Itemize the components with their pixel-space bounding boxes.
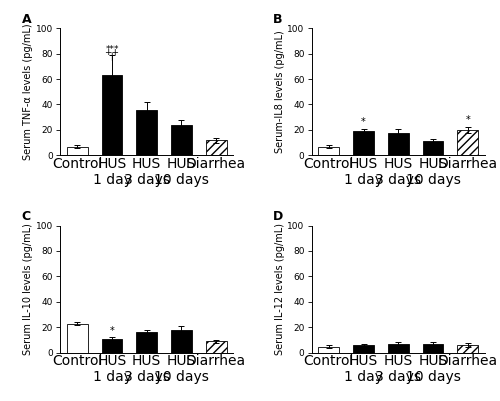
- Y-axis label: Serum IL-10 levels (pg/mL): Serum IL-10 levels (pg/mL): [23, 223, 33, 355]
- Bar: [102, 339, 122, 353]
- Bar: [102, 75, 122, 156]
- Y-axis label: Serum-IL8 levels (pg/mL): Serum-IL8 levels (pg/mL): [274, 30, 284, 153]
- Bar: [136, 109, 157, 156]
- Bar: [206, 341, 227, 353]
- Text: A: A: [22, 12, 32, 26]
- Y-axis label: Serum IL-12 levels (pg/mL): Serum IL-12 levels (pg/mL): [274, 223, 284, 355]
- Bar: [206, 140, 227, 156]
- Text: D: D: [274, 210, 283, 223]
- Bar: [422, 142, 444, 156]
- Text: *: *: [110, 326, 114, 336]
- Bar: [136, 332, 157, 353]
- Text: *: *: [466, 115, 470, 125]
- Bar: [171, 330, 192, 353]
- Bar: [318, 146, 340, 156]
- Bar: [67, 146, 88, 156]
- Bar: [388, 132, 408, 156]
- Bar: [171, 125, 192, 156]
- Bar: [422, 344, 444, 353]
- Text: *: *: [361, 117, 366, 128]
- Bar: [318, 346, 340, 353]
- Text: C: C: [22, 210, 31, 223]
- Bar: [457, 130, 478, 156]
- Text: †: †: [110, 52, 114, 61]
- Y-axis label: Serum TNF-α levels (pg/mL): Serum TNF-α levels (pg/mL): [23, 23, 33, 160]
- Text: B: B: [274, 12, 283, 26]
- Bar: [353, 131, 374, 156]
- Bar: [67, 324, 88, 353]
- Bar: [353, 345, 374, 353]
- Bar: [457, 345, 478, 353]
- Bar: [388, 344, 408, 353]
- Text: ***: ***: [106, 45, 119, 54]
- Text: ++: ++: [104, 49, 120, 57]
